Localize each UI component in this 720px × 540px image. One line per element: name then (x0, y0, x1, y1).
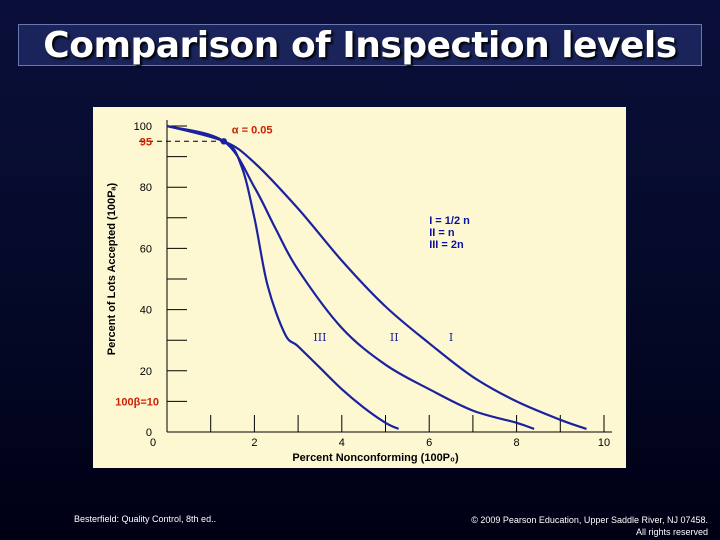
title-box: Comparison of Inspection levels (18, 24, 702, 66)
x-tick-label-2: 2 (251, 437, 257, 449)
y-axis-label: Percent of Lots Accepted (100Pₐ) (106, 182, 118, 355)
y-tick-label-60: 60 (140, 243, 152, 255)
curve-label-I: I (449, 331, 453, 344)
beta-label: 100β=10 (115, 396, 159, 408)
alpha-label: α = 0.05 (232, 124, 273, 136)
legend-entry-3: III = 2n (429, 239, 464, 251)
y-tick-label-80: 80 (140, 182, 152, 194)
copyright-line-2: All rights reserved (635, 527, 708, 537)
y-tick-label-100: 100 (134, 121, 152, 133)
x-tick-label-0: 0 (150, 437, 156, 449)
footer-copyright: © 2009 Pearson Education, Upper Saddle R… (471, 514, 708, 538)
x-axis-label: Percent Nonconforming (100P₀) (292, 452, 459, 464)
curve-II (166, 124, 535, 430)
x-tick-label-6: 6 (426, 437, 432, 449)
x-tick-label-10: 10 (598, 437, 610, 449)
oc-curve-chart: 0 20 40 60 80 100 0 2 4 6 8 10 Percent Nonconforming… (106, 120, 612, 464)
y-tick-label-0: 0 (146, 427, 152, 439)
copyright-line-1: © 2009 Pearson Education, Upper Saddle R… (471, 515, 708, 525)
y-tick-label-20: 20 (140, 366, 152, 378)
legend-entry-1: I = 1/2 n (429, 215, 470, 227)
legend-entry-2: II = n (429, 227, 455, 239)
curve-label-II: II (390, 331, 399, 344)
slide-title: Comparison of Inspection levels (43, 24, 677, 66)
chart-panel: 0 20 40 60 80 100 0 2 4 6 8 10 Percent Nonconforming… (93, 107, 626, 468)
x-tick-label-4: 4 (339, 437, 345, 449)
footer-citation-text: Besterfield: Quality Control, 8th ed.. (74, 514, 217, 524)
alpha-value-label: 95 (140, 136, 152, 148)
curve-label-III: III (313, 331, 326, 344)
y-tick-label-40: 40 (140, 305, 152, 317)
alpha-point-marker (220, 138, 228, 145)
curve-I (166, 124, 587, 430)
curve-III (166, 124, 400, 430)
footer-citation: Besterfield: Quality Control, 8th ed.. (74, 514, 216, 524)
x-tick-label-8: 8 (514, 437, 520, 449)
